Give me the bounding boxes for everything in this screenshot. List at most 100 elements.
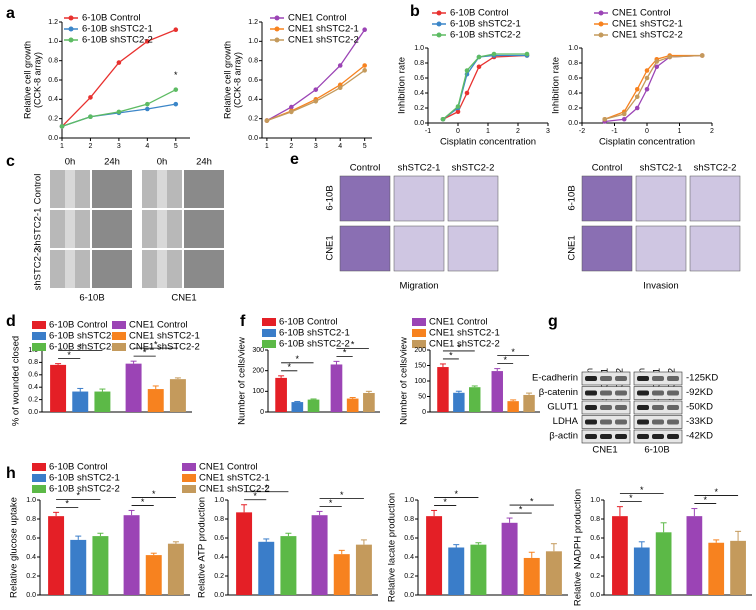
y-tick-label: 0.8: [248, 58, 258, 65]
y-tick-label: 0.0: [214, 592, 224, 599]
point: [667, 54, 673, 60]
point: [145, 106, 150, 112]
line: [442, 54, 528, 120]
y-tick-label: 0.2: [568, 105, 578, 112]
line: [604, 54, 703, 120]
y-tick-label: 0.4: [590, 554, 600, 561]
y-tick-label: 0.2: [26, 573, 36, 580]
y-tick-label: 0.4: [26, 554, 36, 561]
point: [173, 87, 179, 92]
micrograph: [393, 175, 445, 222]
y-axis-label: Inhibition rate: [551, 57, 562, 114]
point: [464, 68, 470, 73]
y-axis-label: Number of cells/view: [399, 337, 410, 425]
significance-mark: *: [141, 497, 145, 507]
blot-band: [585, 434, 597, 439]
legend-label: CNE1 shSTC2-1: [429, 328, 500, 339]
bar: [307, 399, 320, 412]
y-tick-label: 0.0: [28, 409, 38, 416]
blot-band: [637, 390, 649, 396]
significance-mark: *: [287, 362, 291, 372]
bar: [507, 401, 519, 412]
micrograph: [92, 250, 132, 288]
legend-label: CNE1 shSTC2-1: [199, 473, 270, 484]
point: [116, 109, 122, 115]
blot-band: [667, 405, 679, 410]
x-tick-label: 4: [145, 143, 149, 150]
y-tick-label: 0.4: [248, 96, 258, 103]
bar: [291, 402, 304, 412]
y-tick-label: 0.8: [28, 359, 38, 366]
legend-swatch: [262, 318, 276, 326]
blot-band: [652, 419, 664, 425]
panel-letter: c: [6, 153, 15, 170]
legend-label: 6-10B shSTC2-2: [279, 339, 350, 350]
y-tick-label: 0.8: [26, 516, 36, 523]
line: [61, 103, 176, 128]
point: [621, 111, 627, 117]
legend-swatch: [32, 474, 46, 482]
y-tick-label: 1.0: [26, 497, 36, 504]
y-tick-label: 0.0: [248, 135, 258, 142]
significance-mark: *: [143, 348, 147, 358]
significance-mark: *: [443, 497, 447, 507]
significance-mark: *: [340, 490, 344, 500]
y-tick-label: 0.8: [590, 516, 600, 523]
y-axis-label: Relative glucose uptake: [9, 497, 20, 598]
row-label: CNE1: [325, 235, 336, 260]
row-label: LDHA: [553, 416, 579, 427]
point: [524, 51, 530, 57]
wound-gap: [157, 210, 167, 248]
panel-letter: e: [290, 151, 299, 168]
significance-mark: *: [629, 493, 633, 503]
significance-mark: *: [351, 340, 355, 350]
legend-label: CNE1 shSTC2-2: [129, 342, 200, 353]
y-tick-label: 0.6: [214, 535, 224, 542]
panel-letter: h: [6, 465, 16, 482]
blot-band: [585, 376, 597, 381]
legend-swatch: [32, 332, 46, 340]
point: [362, 68, 367, 73]
point: [289, 104, 294, 110]
panel-letter: g: [548, 313, 558, 330]
significance-mark: *: [704, 495, 708, 505]
x-tick-label: 4: [338, 143, 342, 150]
caption: Migration: [399, 281, 438, 292]
blot-band: [652, 376, 664, 381]
micrograph: [184, 250, 224, 288]
column-label: shSTC2-1: [640, 163, 683, 174]
y-tick-label: 0.6: [248, 77, 258, 84]
y-tick-label: 0.4: [414, 90, 424, 97]
bar: [448, 547, 465, 595]
legend-swatch: [412, 318, 426, 326]
x-tick-label: 2: [88, 143, 92, 150]
bar: [50, 364, 67, 412]
legend-marker: [274, 26, 280, 32]
legend-swatch: [182, 474, 196, 482]
significance-mark: *: [454, 489, 458, 499]
y-tick-label: 1.0: [248, 38, 258, 45]
blot-band: [615, 390, 627, 396]
micrograph: [635, 175, 687, 222]
bar: [94, 391, 111, 412]
legend-label: CNE1 shSTC2-1: [288, 24, 359, 35]
size-label: -125KD: [686, 373, 718, 384]
bar: [426, 516, 443, 595]
point: [634, 86, 640, 92]
y-tick-label: 0.2: [404, 573, 414, 580]
point: [491, 51, 497, 57]
legend-swatch: [182, 485, 196, 493]
blot-band: [615, 434, 627, 439]
legend-label: 6-10B shSTC2-1: [279, 328, 350, 339]
significance-mark: *: [457, 342, 461, 352]
legend-marker: [68, 26, 74, 32]
point: [634, 105, 640, 111]
legend-label: CNE1 shSTC2-1: [129, 331, 200, 342]
blot-band: [600, 419, 612, 425]
x-tick-label: 1: [486, 128, 490, 135]
bar: [169, 379, 186, 412]
y-axis-label: Inhibition rate: [397, 57, 408, 114]
y-axis-label: (CCK-8 array): [32, 52, 42, 108]
y-tick-label: 0.0: [568, 120, 578, 127]
blot-band: [600, 376, 612, 381]
